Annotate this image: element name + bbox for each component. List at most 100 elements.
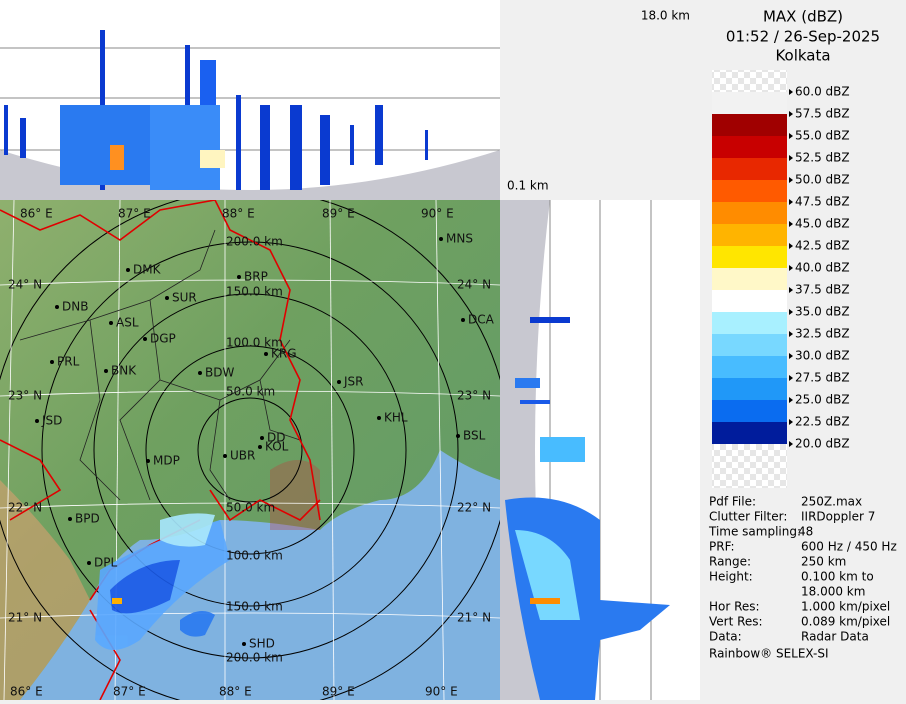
- place-dot: [237, 275, 241, 279]
- legend-no-data: [712, 70, 787, 92]
- lon-label: 90° E: [425, 685, 458, 699]
- legend-label: 50.0 dBZ: [795, 173, 850, 187]
- legend-tick: [789, 89, 793, 95]
- info-value: 48: [798, 525, 813, 539]
- legend-tick: [789, 133, 793, 139]
- legend-swatch: [712, 202, 787, 224]
- place-label: MDP: [153, 454, 180, 468]
- place-label: DCA: [468, 313, 495, 327]
- place-dot: [198, 371, 202, 375]
- legend: 60.0 dBZ 57.5 dBZ 55.0 dBZ 52.5 dBZ 50.0 dBZ…: [712, 85, 850, 488]
- top-section-panel: [0, 0, 500, 200]
- legend-tick: [789, 441, 793, 447]
- place-dot: [50, 360, 54, 364]
- place-label: SUR: [172, 291, 197, 305]
- place-label: JSR: [343, 375, 364, 389]
- place-dot: [258, 445, 262, 449]
- place-dot: [439, 237, 443, 241]
- place-label: MNS: [446, 232, 473, 246]
- map: [0, 200, 500, 700]
- place-label: BNK: [111, 364, 137, 378]
- place-label: BPD: [75, 512, 100, 526]
- place-label: DNB: [62, 300, 88, 314]
- info-label: Data:: [709, 630, 742, 644]
- info-label: Hor Res:: [709, 600, 760, 614]
- info-label: Height:: [709, 570, 753, 584]
- place-label: DMK: [133, 263, 162, 277]
- place-dot: [223, 454, 227, 458]
- place-dot: [264, 352, 268, 356]
- legend-label: 42.5 dBZ: [795, 239, 850, 253]
- legend-tick: [789, 419, 793, 425]
- height-top-label: 18.0 km: [641, 9, 690, 23]
- place-dot: [55, 305, 59, 309]
- legend-tick: [789, 221, 793, 227]
- station: Kolkata: [775, 47, 830, 65]
- lon-label: 86° E: [10, 685, 43, 699]
- lat-label: 23° N: [8, 389, 42, 403]
- range-label: 100.0 km: [226, 336, 283, 350]
- place-label: BSL: [463, 429, 486, 443]
- legend-swatch: [712, 268, 787, 290]
- legend-label: 32.5 dBZ: [795, 327, 850, 341]
- range-label: 150.0 km: [226, 285, 283, 299]
- legend-swatch: [712, 378, 787, 400]
- legend-tick: [789, 375, 793, 381]
- lat-label: 24° N: [457, 278, 491, 292]
- map-labels: 86° E 87° E 88° E 89° E 90° E 86° E 87° E 88° E…: [8, 207, 495, 699]
- legend-swatch: [712, 158, 787, 180]
- place-label: UBR: [230, 449, 255, 463]
- range-label: 150.0 km: [226, 600, 283, 614]
- place-label: DPL: [94, 556, 117, 570]
- side-section-panel: [500, 200, 700, 700]
- place-label: DGP: [150, 332, 176, 346]
- info-value: 1.000 km/pixel: [801, 600, 890, 614]
- lat-label: 21° N: [457, 611, 491, 625]
- place-dot: [456, 434, 460, 438]
- legend-swatch: [712, 312, 787, 334]
- legend-no-data: [712, 444, 787, 488]
- place-dot: [377, 416, 381, 420]
- place-dot: [165, 296, 169, 300]
- lon-label: 86° E: [20, 207, 53, 221]
- legend-label: 47.5 dBZ: [795, 195, 850, 209]
- title: MAX (dBZ): [763, 8, 843, 26]
- place-label: KRG: [271, 347, 297, 361]
- place-label: DD: [267, 431, 285, 445]
- info-value: 18.000 km: [801, 585, 865, 599]
- legend-label: 30.0 dBZ: [795, 349, 850, 363]
- info-value: 250 km: [801, 555, 846, 569]
- legend-tick: [789, 243, 793, 249]
- legend-label: 55.0 dBZ: [795, 129, 850, 143]
- place-label: BDW: [205, 366, 234, 380]
- info-panel: Pdf File: 250Z.max Clutter Filter: IIRDoppl…: [708, 495, 897, 644]
- legend-tick: [789, 155, 793, 161]
- place-dot: [126, 268, 130, 272]
- legend-tick: [789, 177, 793, 183]
- info-value: 0.089 km/pixel: [801, 615, 890, 629]
- info-label: Range:: [709, 555, 751, 569]
- lon-label: 88° E: [222, 207, 255, 221]
- lat-label: 24° N: [8, 278, 42, 292]
- place-label: JSD: [41, 414, 62, 428]
- lon-label: 90° E: [421, 207, 454, 221]
- legend-swatch: [712, 92, 787, 114]
- place-label: BRP: [244, 270, 268, 284]
- place-dot: [104, 369, 108, 373]
- lat-label: 22° N: [457, 501, 491, 515]
- place-dot: [35, 419, 39, 423]
- height-bottom-label: 0.1 km: [507, 179, 549, 193]
- place-dot: [68, 517, 72, 521]
- range-label: 200.0 km: [226, 235, 283, 249]
- legend-tick: [789, 309, 793, 315]
- legend-swatch: [712, 422, 787, 444]
- info-label: PRF:: [709, 540, 735, 554]
- legend-swatch: [712, 246, 787, 268]
- timestamp: 01:52 / 26-Sep-2025: [726, 28, 880, 46]
- lon-label: 87° E: [113, 685, 146, 699]
- lon-label: 87° E: [118, 207, 151, 221]
- legend-swatch: [712, 114, 787, 136]
- legend-swatch: [712, 136, 787, 158]
